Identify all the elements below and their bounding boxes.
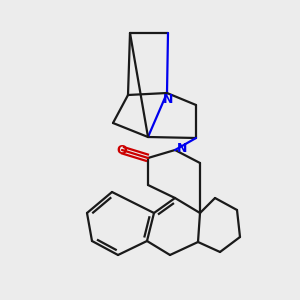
Text: O: O xyxy=(117,143,127,157)
Text: N: N xyxy=(177,142,188,155)
Text: N: N xyxy=(163,93,174,106)
